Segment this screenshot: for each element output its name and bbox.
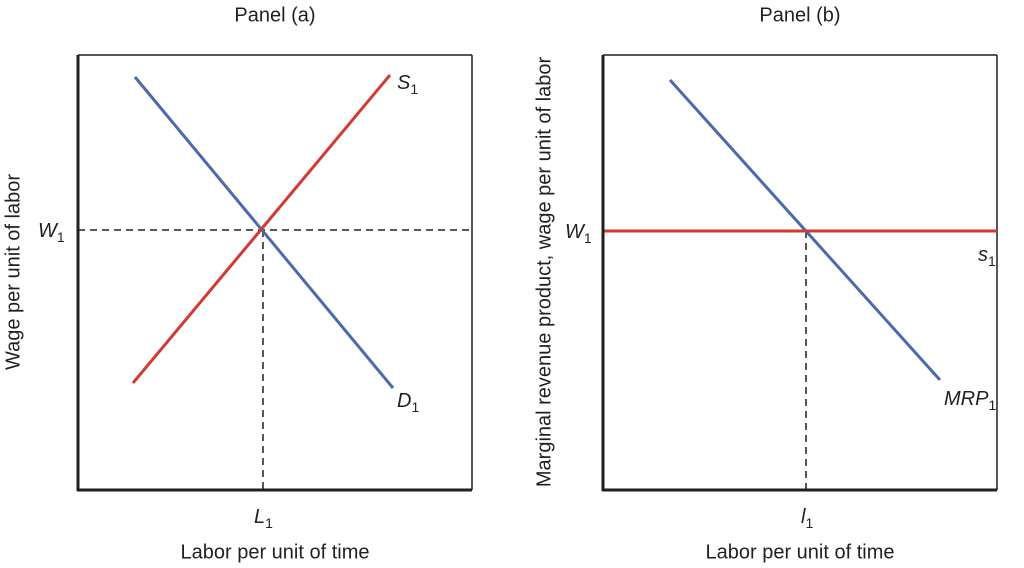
label-main: s	[978, 244, 988, 266]
label-sub: 1	[988, 253, 996, 269]
label-sub: 1	[57, 229, 65, 245]
mrp-label: MRP1	[944, 388, 996, 412]
label-main: L	[254, 506, 265, 528]
label-main: D	[397, 390, 411, 412]
quantity-label: l1	[801, 506, 813, 530]
label-sub: 1	[265, 515, 273, 531]
wage-label: W1	[38, 220, 65, 244]
quantity-label: L1	[254, 506, 273, 530]
supply-label: s1	[978, 244, 996, 268]
label-main: S	[397, 72, 411, 94]
label-sub: 1	[584, 230, 592, 246]
label-sub: 1	[805, 515, 813, 531]
label-sub: 1	[988, 397, 996, 413]
label-main: MRP	[944, 388, 989, 410]
label-main: W	[565, 221, 586, 243]
panel-title: Panel (b)	[759, 4, 840, 26]
demand-label: D1	[397, 390, 419, 414]
panel-b: Panel (b) W1 l1 s1 MRP1 Labor per unit o…	[533, 4, 998, 563]
wage-label: W1	[565, 221, 592, 245]
label-main: l	[801, 506, 806, 528]
supply-curve	[131, 74, 392, 384]
label-sub: 1	[411, 399, 419, 415]
supply-label: S1	[397, 72, 418, 96]
y-axis-label: Wage per unit of labor	[2, 174, 24, 370]
label-sub: 1	[410, 81, 418, 97]
panel-a: Panel (a) W1 L1 S1 D1 Labor per unit of …	[2, 4, 473, 563]
panel-title: Panel (a)	[234, 4, 315, 26]
x-axis-label: Labor per unit of time	[706, 541, 895, 563]
x-axis-label: Labor per unit of time	[181, 541, 370, 563]
demand-curve	[133, 76, 395, 389]
y-axis-label: Marginal revenue product, wage per unit …	[533, 57, 555, 488]
label-main: W	[38, 220, 59, 242]
